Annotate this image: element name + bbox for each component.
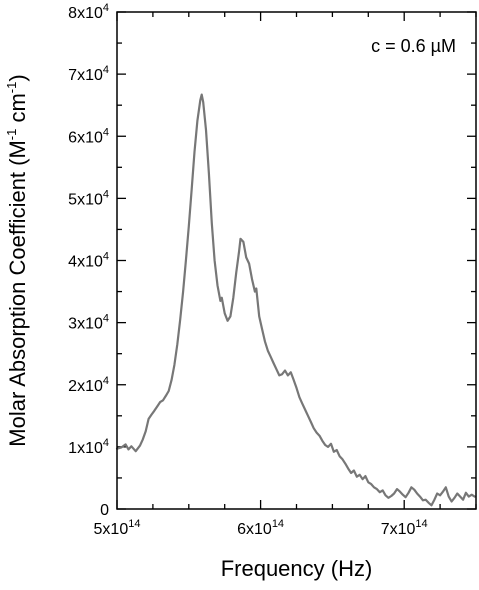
- x-tick-label: 5x1014: [94, 518, 141, 538]
- x-tick-label: 6x1014: [237, 518, 284, 538]
- y-tick-label: 3x104: [68, 313, 109, 333]
- y-axis-label-sup1: -1: [4, 129, 19, 141]
- x-axis-label: Frequency (Hz): [221, 556, 373, 581]
- y-axis-label: Molar Absorption Coefficient (M-1 cm-1): [4, 74, 30, 446]
- y-tick-label: 4x104: [68, 251, 109, 271]
- x-tick-label: 7x1014: [381, 518, 428, 538]
- y-tick-label: 7x104: [68, 64, 109, 84]
- series-line: [115, 93, 476, 507]
- axis-ticks: [116, 11, 477, 510]
- y-tick-label: 1x104: [68, 437, 109, 457]
- y-tick-label: 0: [100, 502, 109, 519]
- y-tick-label: 5x104: [68, 188, 109, 208]
- y-tick-label: 8x104: [68, 2, 109, 22]
- y-axis-label-mid: cm: [5, 93, 30, 128]
- y-axis-label-sup2: -1: [4, 82, 19, 94]
- y-tick-label: 6x104: [68, 126, 109, 146]
- y-axis-label-main: Molar Absorption Coefficient (M: [5, 140, 30, 447]
- concentration-annotation: c = 0.6 µM: [371, 36, 456, 56]
- x-tick-labels: 5x1014 6x1014 7x1014: [94, 518, 428, 538]
- y-axis-label-end: ): [5, 74, 30, 81]
- y-tick-label: 2x104: [68, 375, 109, 395]
- plot-frame: [116, 11, 477, 510]
- y-tick-labels: 0 1x104 2x104 3x104 4x104 5x104 6x104 7x104 8x10…: [68, 2, 109, 519]
